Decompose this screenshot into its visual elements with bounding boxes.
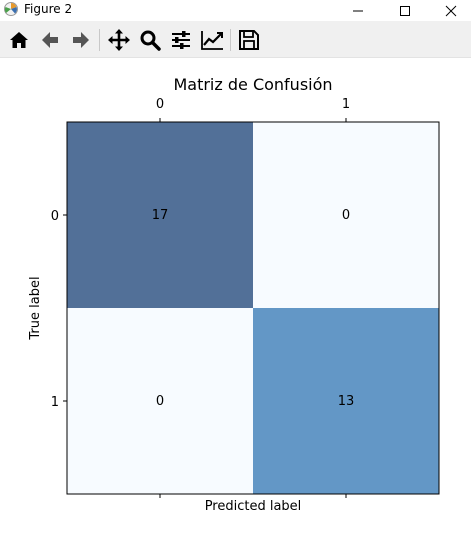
y-axis-label: True label <box>28 276 43 340</box>
configure-subplots-button[interactable] <box>168 27 194 53</box>
x-axis-label: Predicted label <box>205 499 302 514</box>
minimize-icon <box>353 10 363 11</box>
cell-value-labels: 17 0 0 13 <box>152 208 355 409</box>
toolbar-separator <box>99 29 100 51</box>
y-tick-label: 1 <box>51 395 59 410</box>
back-button[interactable] <box>37 27 63 53</box>
close-button[interactable] <box>428 0 471 21</box>
heatmap-cells <box>67 122 439 494</box>
cell-value-label: 0 <box>342 208 350 223</box>
heatmap-cell <box>67 122 253 308</box>
floppy-disk-icon <box>239 30 259 50</box>
y-tick-label: 0 <box>51 209 59 224</box>
maximize-icon <box>400 5 410 16</box>
cell-value-label: 0 <box>156 394 164 409</box>
home-icon <box>10 32 28 48</box>
toolbar-separator <box>230 29 231 51</box>
confusion-matrix-chart: Matriz de Confusión 17 0 0 13 0 1 0 1 Predicte… <box>28 75 440 514</box>
cell-value-label: 17 <box>152 208 169 223</box>
chart-line-icon <box>201 31 223 50</box>
maximize-button[interactable] <box>382 0 428 21</box>
heatmap-cell <box>253 122 439 308</box>
cell-value-label: 13 <box>338 394 355 409</box>
x-tick-label: 0 <box>156 97 164 112</box>
chart-title: Matriz de Confusión <box>173 75 332 94</box>
pan-button[interactable] <box>106 27 132 53</box>
plot-frame <box>66 121 440 495</box>
axis-ticks: 0 1 0 1 <box>51 97 350 498</box>
magnifier-icon <box>140 30 161 51</box>
x-tick-label: 1 <box>342 97 350 112</box>
arrow-right-icon <box>73 32 89 48</box>
save-button[interactable] <box>236 27 262 53</box>
window-title: Figure 2 <box>24 2 73 16</box>
forward-button[interactable] <box>68 27 94 53</box>
navigation-toolbar <box>0 21 471 58</box>
home-button[interactable] <box>6 27 32 53</box>
window-titlebar: Figure 2 <box>0 0 471 21</box>
close-icon <box>445 5 457 16</box>
move-icon <box>108 29 130 51</box>
figure-canvas: Matriz de Confusión 17 0 0 13 0 1 0 1 Predicte… <box>0 58 471 534</box>
matplotlib-icon <box>4 2 18 16</box>
minimize-button[interactable] <box>335 0 381 21</box>
heatmap-cell <box>67 308 253 494</box>
arrow-left-icon <box>42 32 58 48</box>
heatmap-cell <box>253 308 439 494</box>
zoom-button[interactable] <box>137 27 163 53</box>
edit-axes-button[interactable] <box>199 27 225 53</box>
sliders-icon <box>172 31 190 49</box>
